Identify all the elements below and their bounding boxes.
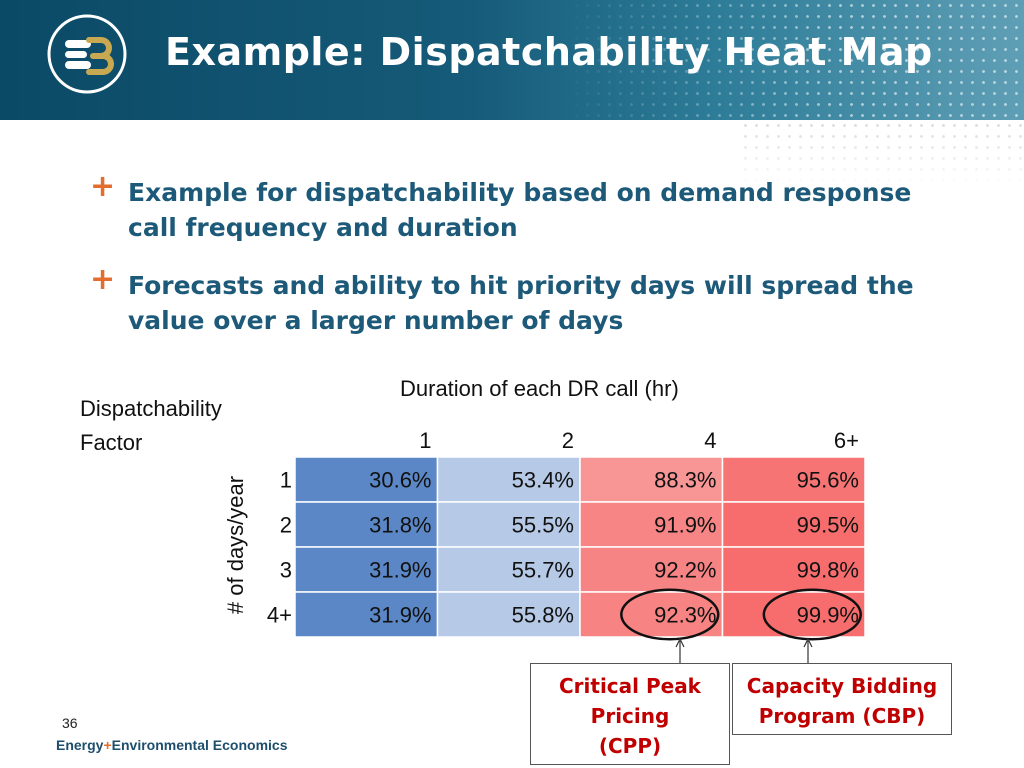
cell-value-label: 55.7% bbox=[512, 558, 574, 583]
cell-value-label: 31.8% bbox=[369, 513, 431, 538]
row-header: 1 bbox=[280, 468, 292, 493]
column-header: 1 bbox=[419, 428, 431, 453]
cell-value-label: 55.8% bbox=[512, 603, 574, 628]
plus-bullet-icon: + bbox=[90, 262, 116, 297]
row-header: 4+ bbox=[267, 603, 292, 628]
dot-pattern bbox=[740, 120, 1024, 190]
heatmap-cell bbox=[436, 546, 581, 593]
heatmap-cell bbox=[721, 456, 866, 503]
cell-value-label: 53.4% bbox=[512, 468, 574, 493]
cell-value-label: 91.9% bbox=[654, 513, 716, 538]
callout-line: Critical Peak bbox=[558, 674, 701, 698]
cell-value-label: 99.5% bbox=[797, 513, 859, 538]
bullet-text: Example for dispatchability based on dem… bbox=[128, 178, 912, 242]
callout-cpp: Critical Peak Pricing (CPP) bbox=[530, 663, 730, 765]
chart-title: Duration of each DR call (hr) bbox=[400, 376, 679, 401]
callout-line: (CPP) bbox=[598, 734, 662, 758]
heatmap-cell bbox=[294, 456, 439, 503]
row-header: 2 bbox=[280, 513, 292, 538]
page-number: 36 bbox=[62, 715, 78, 731]
corner-label-line: Dispatchability bbox=[80, 396, 222, 421]
cell-value-label: 95.6% bbox=[797, 468, 859, 493]
header-dot-pattern bbox=[560, 0, 1024, 120]
cell-value-label: 99.8% bbox=[797, 558, 859, 583]
column-header: 6+ bbox=[834, 428, 859, 453]
cell-value-label: 31.9% bbox=[369, 603, 431, 628]
corner-label-line: Factor bbox=[80, 430, 143, 455]
heatmap-cell bbox=[721, 546, 866, 593]
slide-header: Example: Dispatchability Heat Map bbox=[0, 0, 1024, 120]
highlight-circle bbox=[620, 588, 720, 641]
corner-label: Dispatchability Factor bbox=[80, 392, 270, 460]
heatmap-cell bbox=[436, 591, 581, 638]
callout-line: Pricing bbox=[590, 704, 670, 728]
row-header: 3 bbox=[280, 558, 292, 583]
e3-logo-icon bbox=[47, 14, 127, 94]
callout-line: Capacity Bidding bbox=[746, 674, 938, 698]
footer-plus-sign: + bbox=[103, 737, 112, 753]
cell-value-label: 92.2% bbox=[654, 558, 716, 583]
heatmap-cell bbox=[721, 501, 866, 548]
footer-brand-part: Energy bbox=[56, 737, 104, 753]
plus-bullet-icon: + bbox=[90, 169, 116, 204]
callout-cbp: Capacity Bidding Program (CBP) bbox=[732, 663, 952, 735]
heatmap-cell bbox=[721, 591, 866, 638]
cell-value-label: 55.5% bbox=[512, 513, 574, 538]
footer-brand: Energy+Environmental Economics bbox=[56, 737, 287, 753]
footer-brand-part: Environmental Economics bbox=[111, 737, 288, 753]
callout-line: Program (CBP) bbox=[758, 704, 926, 728]
heatmap-cell bbox=[294, 546, 439, 593]
cell-value-label: 92.3% bbox=[654, 603, 716, 628]
cell-value-label: 88.3% bbox=[654, 468, 716, 493]
bullet-text: Forecasts and ability to hit priority da… bbox=[128, 271, 914, 335]
cell-value-label: 99.9% bbox=[797, 603, 859, 628]
cell-value-label: 30.6% bbox=[369, 468, 431, 493]
column-header: 2 bbox=[562, 428, 574, 453]
slide-title: Example: Dispatchability Heat Map bbox=[165, 30, 933, 74]
heatmap-cell bbox=[436, 456, 581, 503]
cell-value-label: 31.9% bbox=[369, 558, 431, 583]
column-header: 4 bbox=[704, 428, 716, 453]
